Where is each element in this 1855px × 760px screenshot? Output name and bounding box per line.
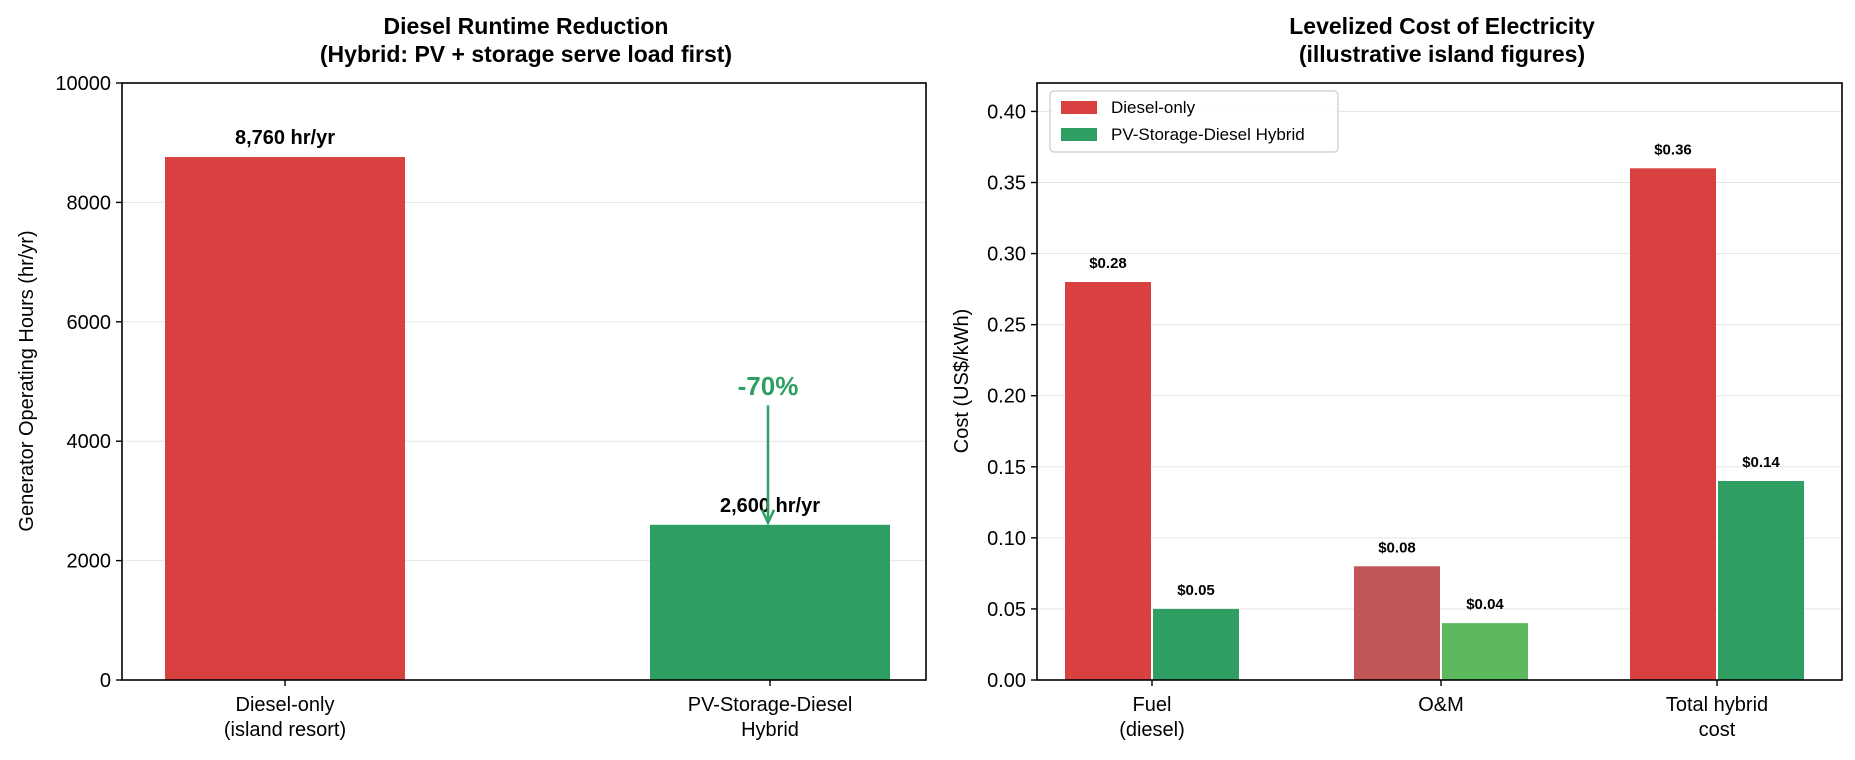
reduction-annotation: -70% bbox=[738, 371, 799, 526]
lcoe-chart-x-ticks: Fuel (diesel) O&M Total hybrid cost bbox=[1119, 680, 1768, 741]
legend-box bbox=[1049, 90, 1339, 153]
lcoe-y-tick-label: 0.30 bbox=[987, 244, 1026, 266]
lcoe-x-tick-label: O&M bbox=[1418, 694, 1464, 716]
lcoe-bar-series-0-cat-2 bbox=[1630, 168, 1716, 681]
lcoe-bar-value-label: $0.28 bbox=[1089, 255, 1127, 272]
lcoe-bar-value-label: $0.05 bbox=[1177, 582, 1215, 599]
lcoe-y-tick-label: 0.40 bbox=[987, 101, 1026, 123]
lcoe-x-tick-label: (diesel) bbox=[1119, 719, 1185, 741]
runtime-bar-value-label: 2,600 hr/yr bbox=[720, 495, 820, 517]
legend-label-hybrid: PV-Storage-Diesel Hybrid bbox=[1111, 125, 1305, 144]
lcoe-bar-series-1-cat-1 bbox=[1442, 623, 1528, 680]
runtime-y-tick-label: 4000 bbox=[67, 431, 112, 453]
lcoe-y-tick-label: 0.05 bbox=[987, 599, 1026, 621]
runtime-chart-frame bbox=[121, 82, 927, 681]
lcoe-x-tick-label: cost bbox=[1699, 719, 1736, 741]
runtime-bar-value-label: 8,760 hr/yr bbox=[235, 127, 335, 149]
legend-swatch-hybrid bbox=[1061, 128, 1097, 141]
lcoe-chart-title-line-1: Levelized Cost of Electricity bbox=[1289, 13, 1595, 39]
lcoe-y-tick-label: 0.10 bbox=[987, 528, 1026, 550]
lcoe-chart-y-axis-label: Cost (US$/kWh) bbox=[951, 309, 973, 453]
runtime-chart-title-line-2: (Hybrid: PV + storage serve load first) bbox=[320, 41, 732, 67]
runtime-y-tick-label: 8000 bbox=[67, 192, 112, 214]
runtime-bar-1 bbox=[650, 524, 890, 680]
lcoe-bar-series-1-cat-2 bbox=[1718, 481, 1804, 680]
lcoe-y-tick-label: 0.25 bbox=[987, 315, 1026, 337]
lcoe-chart-frame bbox=[1036, 82, 1843, 681]
runtime-chart-x-ticks: Diesel-only (island resort) PV-Storage-Die… bbox=[224, 680, 852, 741]
lcoe-y-tick-label: 0.00 bbox=[987, 670, 1026, 692]
lcoe-y-tick-label: 0.20 bbox=[987, 386, 1026, 408]
legend: Diesel-only PV-Storage-Diesel Hybrid bbox=[1049, 90, 1339, 153]
lcoe-bar-series-0-cat-0 bbox=[1065, 282, 1151, 680]
runtime-chart-bars: 8,760 hr/yr 2,600 hr/yr bbox=[165, 127, 890, 680]
lcoe-bar-series-0-cat-1 bbox=[1354, 566, 1440, 680]
lcoe-chart-title-line-2: (illustrative island figures) bbox=[1299, 41, 1585, 67]
lcoe-bar-series-1-cat-0 bbox=[1153, 608, 1239, 680]
lcoe-x-tick-label: Fuel bbox=[1133, 694, 1172, 716]
runtime-y-tick-label: 2000 bbox=[67, 551, 112, 573]
legend-swatch-diesel-only bbox=[1061, 101, 1097, 114]
runtime-y-tick-label: 10000 bbox=[55, 73, 111, 95]
lcoe-bar-value-label: $0.04 bbox=[1466, 596, 1504, 613]
runtime-x-tick-label: PV-Storage-Diesel bbox=[688, 694, 853, 716]
runtime-x-tick-label: Diesel-only bbox=[236, 694, 335, 716]
reduction-label: -70% bbox=[738, 371, 799, 401]
lcoe-chart-bars: $0.28 $0.05 $0.08 $0.04 $0.36 $0.14 bbox=[1065, 141, 1804, 681]
lcoe-bar-value-label: $0.08 bbox=[1378, 539, 1416, 556]
lcoe-bar-value-label: $0.14 bbox=[1742, 454, 1780, 471]
legend-label-diesel-only: Diesel-only bbox=[1111, 98, 1196, 117]
runtime-chart: Diesel Runtime Reduction (Hybrid: PV + s… bbox=[16, 13, 927, 741]
runtime-chart-title-line-1: Diesel Runtime Reduction bbox=[384, 13, 669, 39]
runtime-y-tick-label: 0 bbox=[100, 670, 111, 692]
runtime-x-tick-label: (island resort) bbox=[224, 719, 346, 741]
lcoe-y-tick-label: 0.35 bbox=[987, 173, 1026, 195]
runtime-y-tick-label: 6000 bbox=[67, 312, 112, 334]
lcoe-chart-y-ticks: 0.00 0.05 0.10 0.15 0.20 0.25 0.30 0.35 0.40 bbox=[987, 101, 1037, 692]
lcoe-bar-value-label: $0.36 bbox=[1654, 141, 1692, 158]
runtime-chart-y-axis-label: Generator Operating Hours (hr/yr) bbox=[16, 230, 38, 531]
runtime-chart-y-ticks: 0 2000 4000 6000 8000 10000 bbox=[55, 73, 122, 692]
lcoe-x-tick-label: Total hybrid bbox=[1666, 694, 1768, 716]
reduction-arrow-head bbox=[760, 509, 776, 526]
runtime-x-tick-label: Hybrid bbox=[741, 719, 799, 741]
lcoe-y-tick-label: 0.15 bbox=[987, 457, 1026, 479]
lcoe-chart: Levelized Cost of Electricity (illustrat… bbox=[951, 13, 1843, 741]
runtime-bar-0 bbox=[165, 157, 405, 680]
